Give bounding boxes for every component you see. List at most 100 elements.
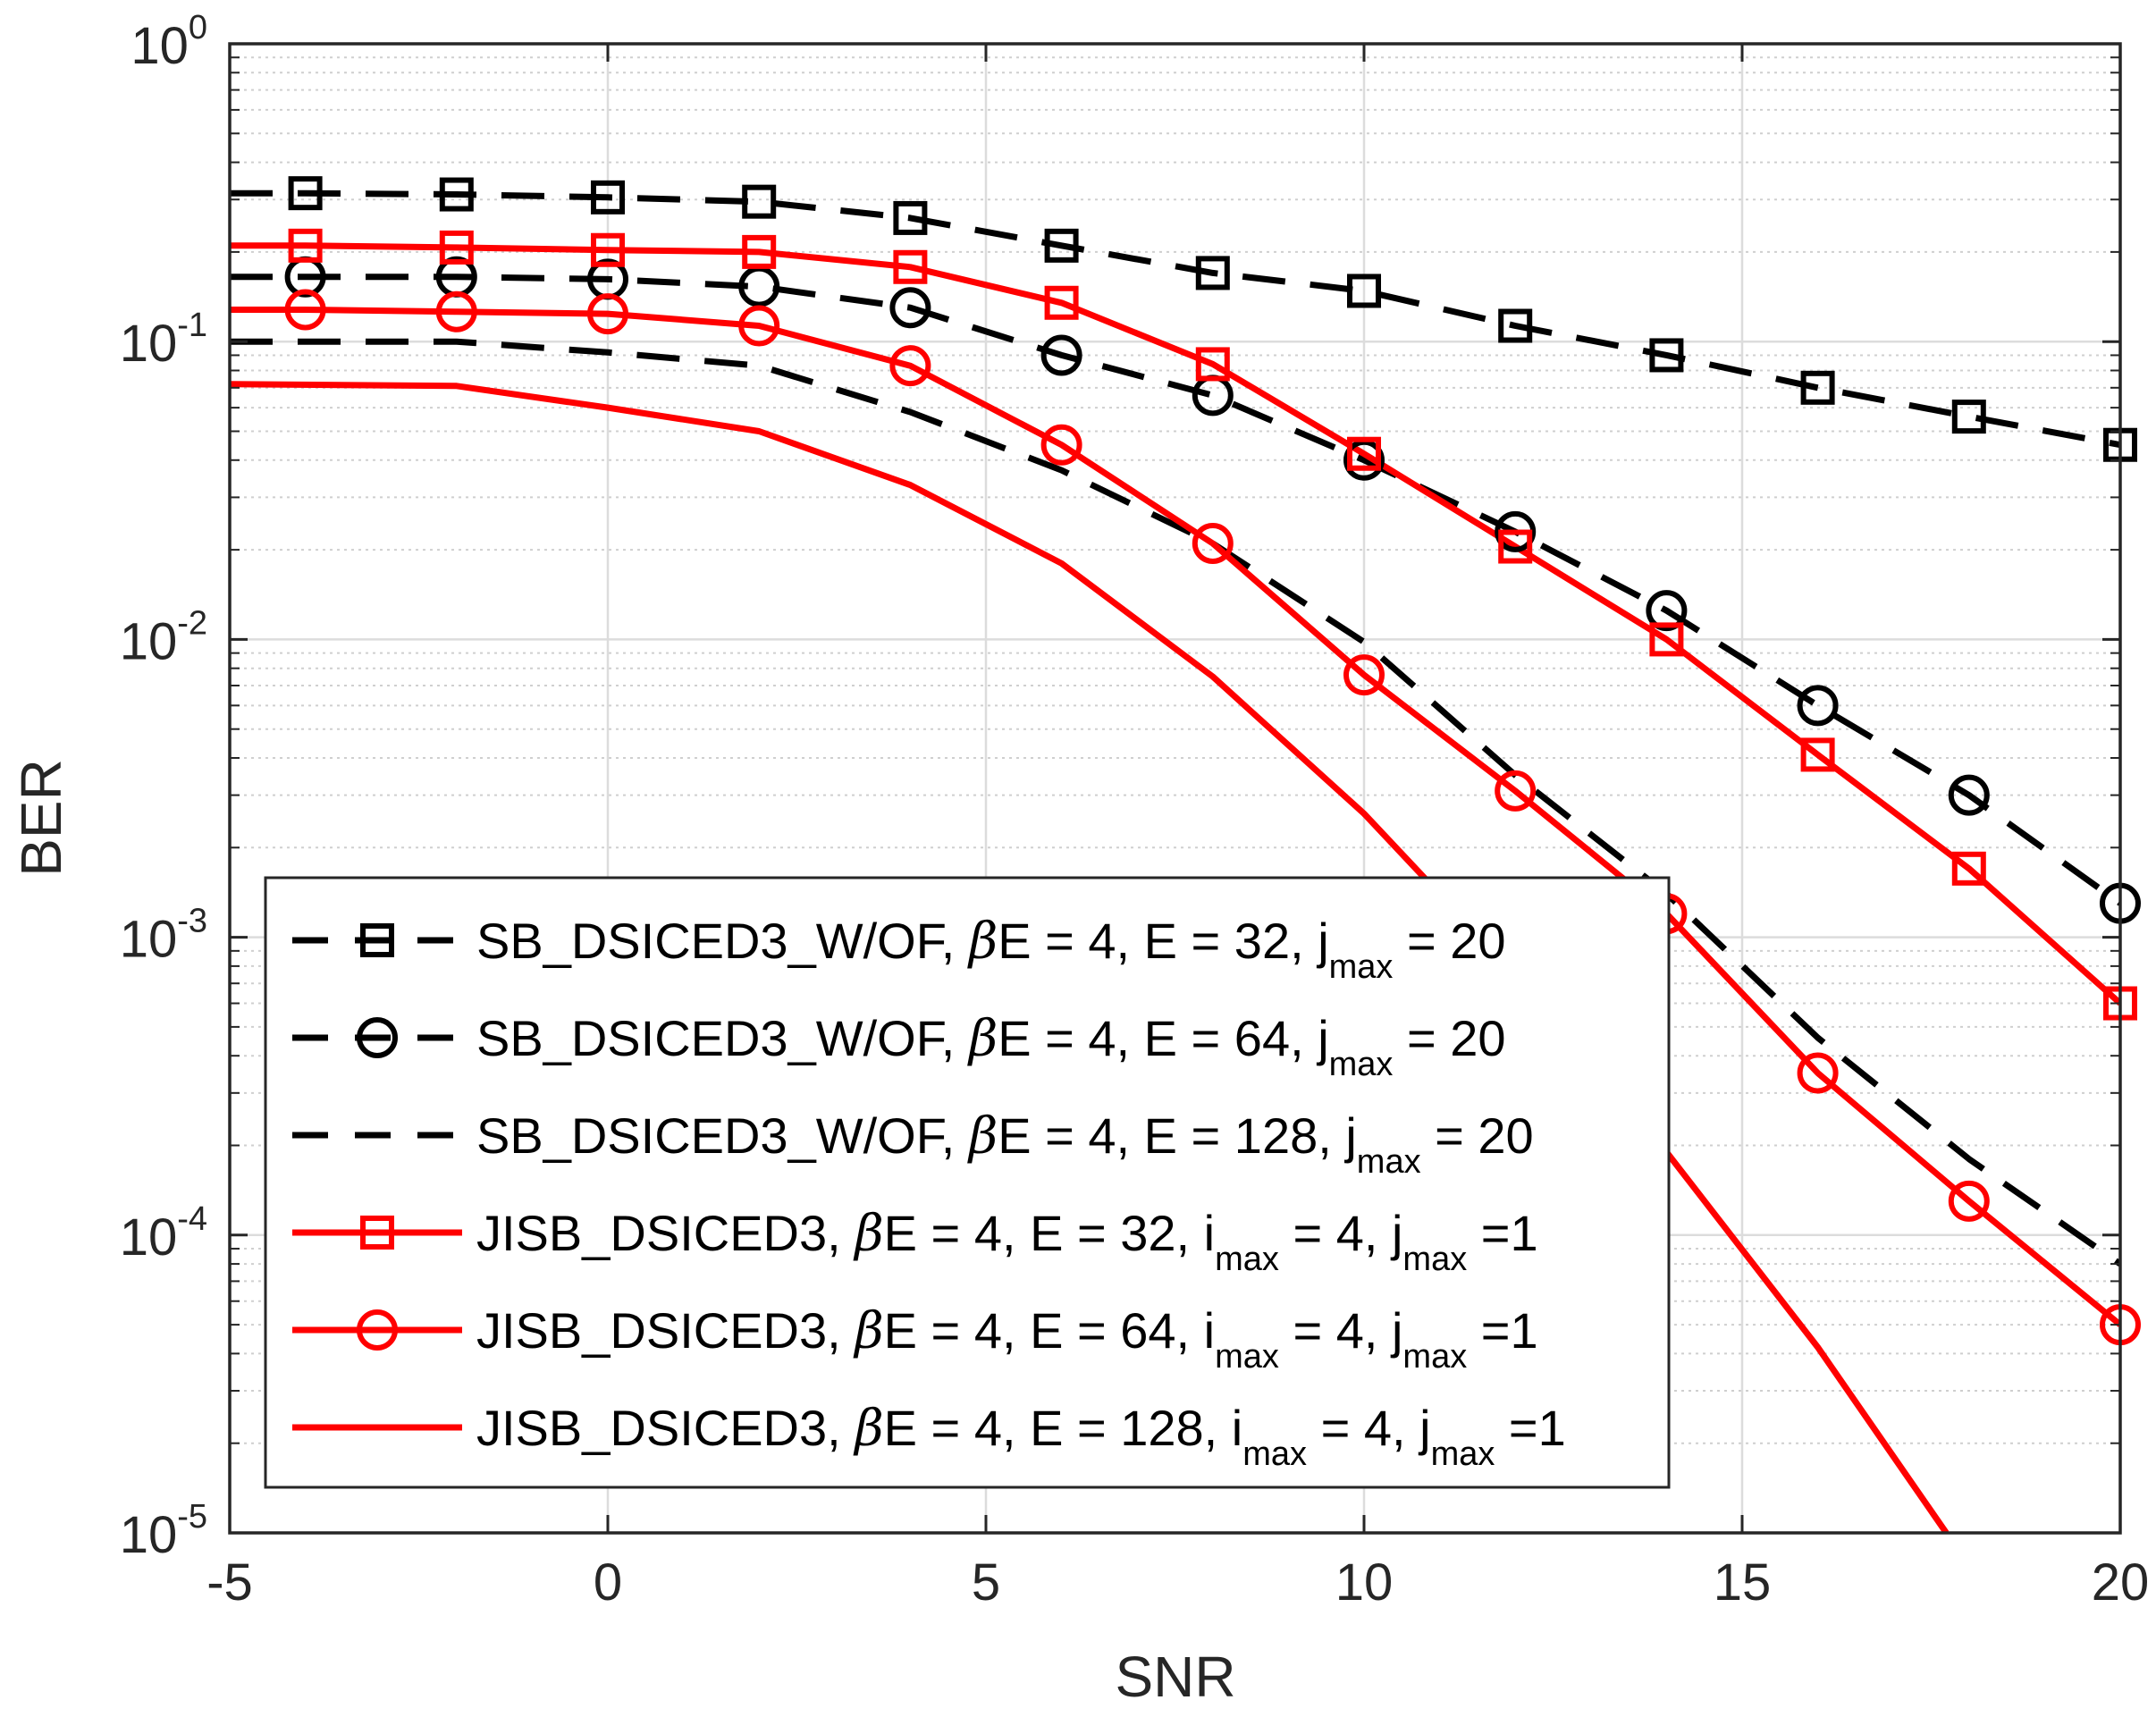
- legend-subscript: max: [1215, 1338, 1279, 1376]
- data-point-sb-e32: [288, 176, 323, 211]
- legend-marker-sample: [360, 1216, 394, 1250]
- y-tick-exponent: -1: [177, 307, 207, 344]
- legend-subscript: max: [1357, 1143, 1421, 1181]
- y-tick-exponent: -3: [177, 903, 207, 940]
- data-point-jisb-e64: [738, 305, 780, 347]
- legend-text-part: JISB_DSICED3,: [476, 1205, 855, 1261]
- data-point-sb-e64: [1646, 590, 1688, 632]
- legend-text-part: = 20: [1421, 1107, 1534, 1164]
- legend-label: JISB_DSICED3, βE = 4, E = 64, imax = 4, …: [476, 1302, 1538, 1376]
- data-point-jisb-e32: [1800, 737, 1835, 772]
- data-point-sb-e32: [1800, 370, 1835, 405]
- series-group: [230, 176, 2141, 1533]
- y-tick-exponent: -2: [177, 604, 207, 642]
- data-point-jisb-e32: [439, 230, 474, 265]
- x-tick-label: 5: [972, 1553, 1000, 1612]
- series-jisb-e32: [230, 242, 2120, 1006]
- y-tick-exponent: -5: [177, 1498, 207, 1536]
- y-tick-exponent: 0: [189, 9, 207, 46]
- legend-subscript: max: [1402, 1338, 1467, 1376]
- series-jisb-e128: [230, 381, 1950, 1533]
- legend-text-part: =1: [1467, 1205, 1537, 1261]
- y-tick-base: 10: [120, 612, 178, 670]
- y-tick-exponent: -4: [177, 1200, 207, 1238]
- legend-text-part: E = 4, E = 32, i: [884, 1205, 1215, 1261]
- legend-item-jisb-e32: JISB_DSICED3, βE = 4, E = 32, imax = 4, …: [292, 1205, 1538, 1278]
- series-sb-e64: [230, 274, 2120, 906]
- data-point-sb-e64: [1495, 510, 1537, 552]
- legend-text-part: E = 4, E = 128, j: [998, 1107, 1357, 1164]
- data-point-jisb-e32: [1044, 285, 1079, 320]
- data-point-jisb-e32: [893, 249, 928, 284]
- markers-sb-e64: [284, 256, 2141, 924]
- y-tick-label: 10-4: [120, 1200, 207, 1267]
- data-point-sb-e64: [1343, 439, 1385, 481]
- legend-text-part: = 4, j: [1279, 1205, 1403, 1261]
- series-line-sb-e64: [230, 274, 2120, 906]
- series-line-sb-e128: [230, 338, 2120, 1267]
- legend-subscript: max: [1402, 1241, 1467, 1278]
- legend-text-part: SB_DSICED3_W/OF,: [476, 913, 969, 969]
- series-line-jisb-e64: [230, 307, 2120, 1327]
- legend-subscript: max: [1215, 1241, 1279, 1278]
- legend-item-sb-e64: SB_DSICED3_W/OF, βE = 4, E = 64, jmax = …: [292, 1010, 1506, 1083]
- y-tick-base: 10: [131, 17, 189, 75]
- legend-text-part: E = 4, E = 128, i: [884, 1400, 1243, 1456]
- legend-item-jisb-e128: JISB_DSICED3, βE = 4, E = 128, imax = 4,…: [292, 1400, 1566, 1473]
- data-point-jisb-e64: [1192, 523, 1234, 565]
- y-tick-label: 10-5: [120, 1498, 207, 1564]
- data-point-jisb-e32: [288, 228, 323, 263]
- legend-text-part: E = 4, E = 64, j: [998, 1010, 1328, 1066]
- y-axis-title: BER: [9, 759, 73, 877]
- series-jisb-e64: [230, 307, 2120, 1327]
- data-point-jisb-e32: [1195, 347, 1230, 382]
- legend-beta-symbol: β: [967, 913, 998, 971]
- legend-box: [264, 876, 1671, 1489]
- legend-beta-symbol: β: [967, 1010, 998, 1068]
- legend-label: JISB_DSICED3, βE = 4, E = 128, imax = 4,…: [476, 1400, 1566, 1473]
- data-point-jisb-e32: [1649, 622, 1684, 657]
- legend-text-part: JISB_DSICED3,: [476, 1400, 855, 1456]
- legend-text-part: = 20: [1393, 1010, 1505, 1066]
- legend-subscript: max: [1242, 1435, 1307, 1473]
- legend-item-sb-e32: SB_DSICED3_W/OF, βE = 4, E = 32, jmax = …: [292, 913, 1506, 986]
- legend-text-part: E = 4, E = 64, i: [884, 1302, 1215, 1359]
- y-tick-label: 10-1: [120, 307, 207, 373]
- y-tick-base: 10: [120, 1506, 178, 1564]
- legend-text-part: =1: [1467, 1302, 1537, 1359]
- y-tick-label: 10-2: [120, 604, 207, 670]
- y-tick-base: 10: [120, 911, 178, 969]
- legend-beta-symbol: β: [853, 1205, 883, 1263]
- data-point-jisb-e64: [284, 289, 326, 331]
- data-point-sb-e32: [1044, 228, 1079, 263]
- legend-beta-symbol: β: [967, 1107, 998, 1166]
- clipped-series: [230, 189, 2120, 1533]
- plot-frame: [228, 42, 2122, 1535]
- x-axis-title: SNR: [1115, 1645, 1235, 1709]
- series-line-jisb-e128: [230, 381, 1950, 1533]
- data-point-sb-e32: [893, 200, 928, 235]
- data-point-sb-e32: [591, 180, 625, 215]
- data-point-sb-e32: [1951, 400, 1986, 434]
- x-tick-label: 20: [2092, 1553, 2150, 1612]
- legend-text-part: JISB_DSICED3,: [476, 1302, 855, 1359]
- legend-text-part: = 20: [1393, 913, 1505, 969]
- legend-beta-symbol: β: [853, 1400, 883, 1458]
- legend-subscript: max: [1329, 948, 1394, 986]
- y-tick-base: 10: [120, 1208, 178, 1267]
- data-point-jisb-e64: [1343, 654, 1385, 696]
- legend-subscript: max: [1329, 1046, 1394, 1083]
- legend-subscript: max: [1431, 1435, 1495, 1473]
- data-point-sb-e32: [1195, 256, 1230, 290]
- series-line-jisb-e32: [230, 242, 2120, 1006]
- series-sb-e128: [230, 338, 2120, 1267]
- data-point-sb-e32: [1649, 338, 1684, 373]
- data-point-jisb-e32: [591, 232, 625, 267]
- legend-text-part: SB_DSICED3_W/OF,: [476, 1010, 969, 1066]
- legend-label: SB_DSICED3_W/OF, βE = 4, E = 128, jmax =…: [476, 1107, 1534, 1181]
- legend-text-part: =1: [1495, 1400, 1565, 1456]
- data-point-sb-e32: [1498, 308, 1533, 343]
- legend-label: JISB_DSICED3, βE = 4, E = 32, imax = 4, …: [476, 1205, 1538, 1278]
- data-point-jisb-e32: [1951, 851, 1986, 886]
